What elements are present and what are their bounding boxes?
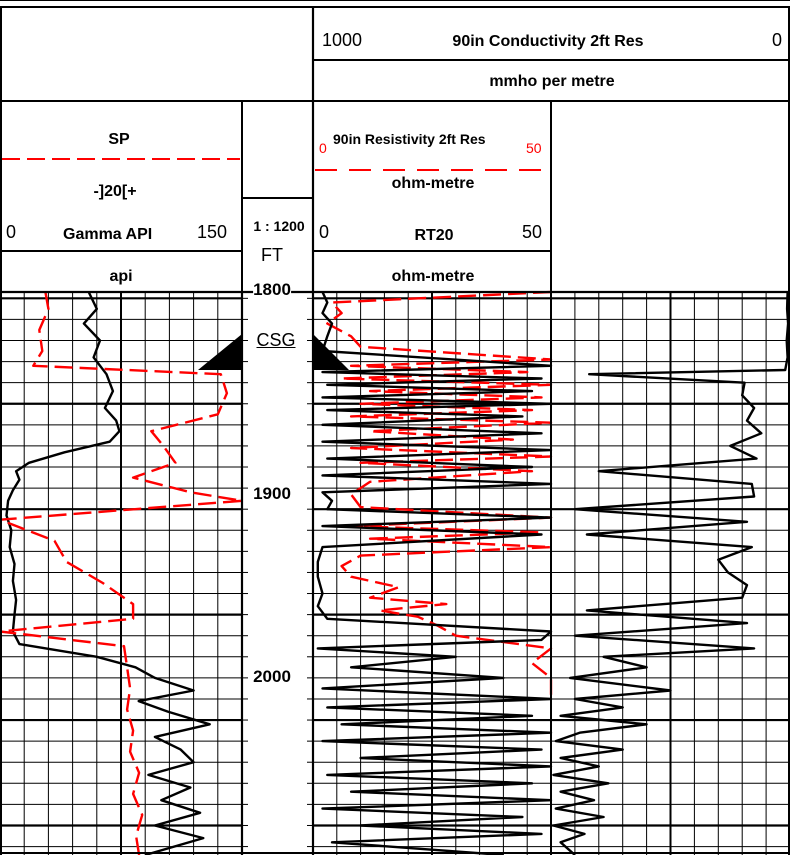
depth-unit: FT — [261, 245, 283, 265]
curve-90in-conductivity-2ft-res — [552, 291, 790, 856]
conductivity-left-value: 1000 — [322, 30, 363, 50]
rt20-title: RT20 — [414, 227, 454, 244]
curve-rt20 — [316, 291, 553, 857]
depth-scale: 1 : 1200 — [253, 218, 305, 234]
curve-90in-resistivity-2ft-res — [326, 290, 553, 695]
casing-label: CSG — [256, 330, 296, 350]
conductivity-right-value: 0 — [772, 30, 783, 50]
sp-scale: -]20[+ — [93, 183, 137, 200]
rt20-unit: ohm-metre — [391, 268, 475, 285]
rt20-left-value: 0 — [319, 222, 330, 242]
resistivity-left-value: 0 — [319, 140, 327, 156]
casing-shoe-marker-right — [313, 334, 349, 371]
curve-gamma-api — [5, 291, 211, 857]
rt20-right-value: 50 — [522, 222, 543, 242]
conductivity-title: 90in Conductivity 2ft Res — [452, 33, 644, 50]
sp-title: SP — [108, 131, 130, 148]
depth-label-2000: 2000 — [253, 667, 291, 687]
resistivity-right-value: 50 — [526, 140, 542, 156]
curve-sp — [0, 291, 244, 856]
depth-label-1800: 1800 — [253, 280, 291, 296]
gamma-right-value: 150 — [197, 222, 228, 242]
resistivity-unit: ohm-metre — [391, 175, 475, 192]
conductivity-unit: mmho per metre — [489, 73, 615, 90]
depth-label-1900: 1900 — [253, 484, 291, 504]
casing-shoe-marker-left — [198, 334, 242, 371]
gamma-unit: api — [109, 268, 133, 285]
gamma-left-value: 0 — [6, 222, 17, 242]
gamma-title: Gamma API — [63, 226, 153, 243]
resistivity-title: 90in Resistivity 2ft Res — [333, 131, 486, 147]
